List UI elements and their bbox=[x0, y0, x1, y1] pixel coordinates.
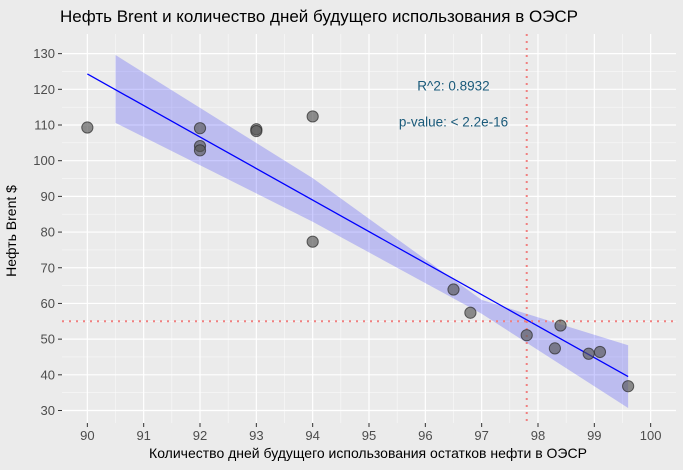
y-tick-label: 130 bbox=[33, 46, 55, 61]
data-point bbox=[622, 380, 635, 393]
x-tick-label: 96 bbox=[418, 428, 432, 443]
data-point bbox=[447, 283, 460, 296]
data-point bbox=[250, 124, 263, 138]
y-tick-label: 110 bbox=[34, 118, 55, 133]
data-point bbox=[193, 144, 207, 157]
y-tick-label: 100 bbox=[33, 153, 55, 168]
data-point bbox=[306, 110, 319, 123]
x-tick-label: 90 bbox=[80, 428, 94, 443]
y-axis-title: Нефть Brent $ bbox=[3, 185, 19, 277]
x-axis-title: Количество дней будущего использования о… bbox=[149, 445, 587, 461]
data-point bbox=[193, 122, 207, 135]
y-tick-label: 60 bbox=[41, 296, 55, 311]
regression-line bbox=[87, 73, 629, 378]
data-point bbox=[520, 329, 533, 342]
chart-title: Нефть Brent и количество дней будущего и… bbox=[60, 7, 578, 26]
y-tick-label: 50 bbox=[41, 332, 55, 347]
data-point bbox=[548, 342, 561, 355]
plot-panel: 90 91 92 93 94 95 96 97 98 99 100 30 40 50 60 70 80 90 100… bbox=[33, 34, 676, 443]
stat-annotation: p-value: < 2.2e-16 bbox=[399, 114, 508, 129]
data-point bbox=[306, 235, 319, 248]
data-point bbox=[464, 306, 477, 319]
y-tick-label: 80 bbox=[41, 225, 55, 240]
x-tick-label: 95 bbox=[362, 428, 376, 443]
y-tick-label: 70 bbox=[41, 260, 55, 275]
x-tick-label: 99 bbox=[587, 428, 601, 443]
x-tick-label: 100 bbox=[640, 428, 662, 443]
x-tick-label: 94 bbox=[305, 428, 319, 443]
x-tick-label: 93 bbox=[249, 428, 263, 443]
y-tick-label: 90 bbox=[41, 189, 55, 204]
y-tick-label: 40 bbox=[41, 367, 55, 382]
data-point bbox=[81, 121, 94, 134]
confidence-band bbox=[115, 55, 629, 409]
x-tick-label: 92 bbox=[193, 428, 207, 443]
data-point bbox=[593, 345, 607, 359]
x-tick-label: 91 bbox=[136, 428, 150, 443]
y-tick-label: 120 bbox=[33, 82, 55, 97]
x-tick-label: 97 bbox=[474, 428, 488, 443]
stat-annotation: R^2: 0.8932 bbox=[417, 79, 489, 94]
x-tick-label: 98 bbox=[531, 428, 545, 443]
data-point bbox=[582, 347, 595, 360]
y-tick-label: 30 bbox=[41, 403, 55, 418]
data-point bbox=[554, 319, 567, 332]
